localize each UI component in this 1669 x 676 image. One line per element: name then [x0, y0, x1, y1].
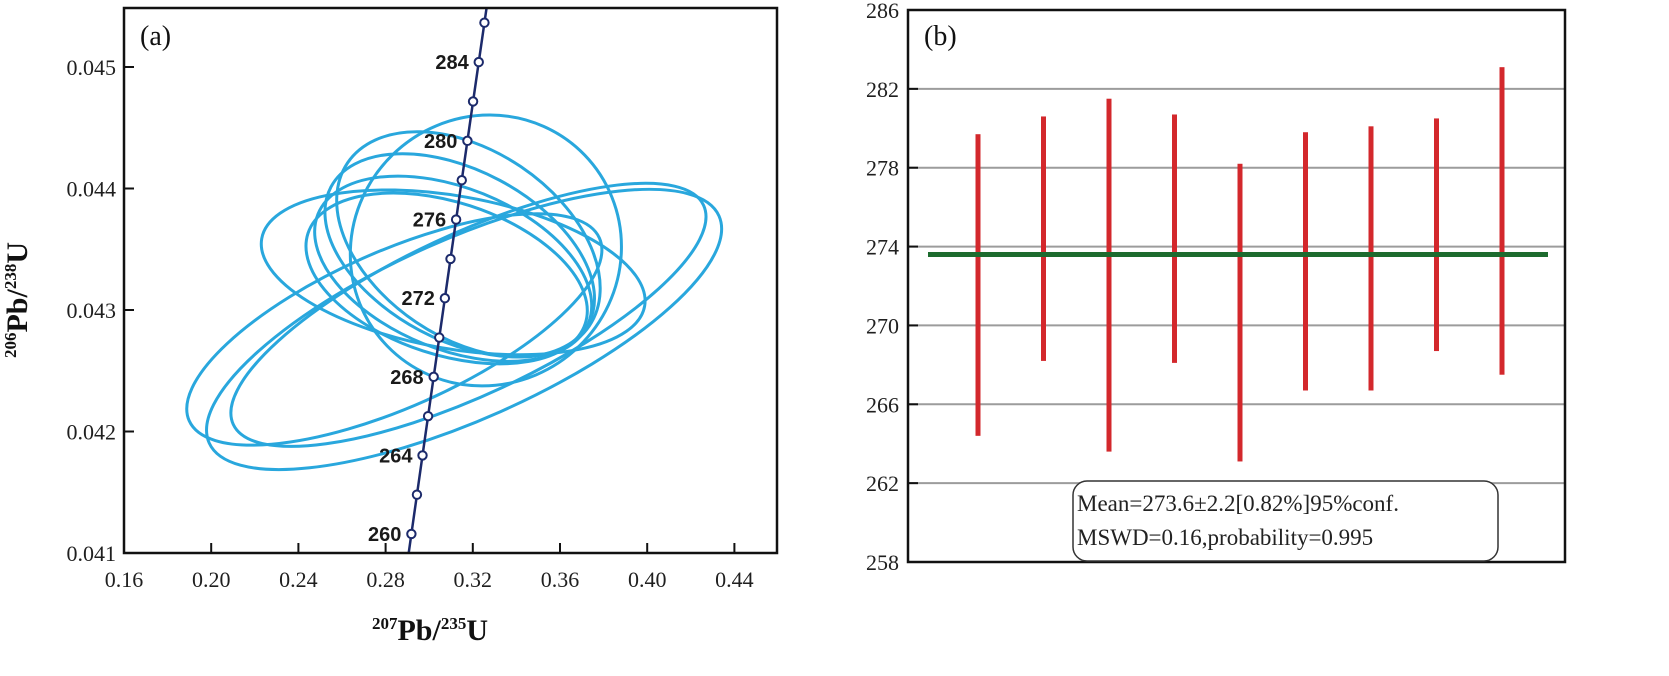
y-tick-label: 274 [866, 235, 899, 260]
weighted-mean-gridlines [908, 87, 1565, 485]
error-ellipse [348, 113, 623, 388]
x-tick-label: 0.36 [541, 567, 580, 592]
concordia-age-marker [467, 96, 479, 107]
error-ellipse [185, 212, 604, 447]
y-tick-label: 262 [866, 471, 899, 496]
weighted-mean-panel: 258 262 266 270 274 278 282 286 (b) Mean=273.6±… [866, 0, 1567, 575]
concordia-age-marker [422, 410, 434, 422]
error-ellipse [205, 187, 724, 472]
age-error-bar [1237, 163, 1243, 462]
x-tick-label: 0.20 [192, 567, 231, 592]
weighted-mean-y-ticks: 258 262 266 270 274 278 282 286 [866, 0, 918, 575]
error-ellipse [259, 188, 647, 357]
x-tick-label: 0.40 [628, 567, 667, 592]
y-tick-label: 0.042 [67, 420, 117, 445]
age-error-bar [1106, 98, 1112, 452]
age-error-bar [1041, 116, 1046, 361]
y-tick-label: 270 [866, 313, 899, 338]
age-label: 280 [424, 131, 457, 153]
x-tick-label: 0.16 [105, 567, 144, 592]
age-label: 276 [413, 210, 446, 232]
age-label: 272 [401, 288, 434, 310]
concordia-curve [406, 8, 490, 553]
error-ellipse [229, 181, 708, 448]
concordia-plot-frame [122, 6, 779, 555]
stats-box [1072, 480, 1499, 562]
y-tick-label: 286 [866, 0, 899, 23]
y-tick-label: 0.041 [67, 541, 117, 566]
concordia-age-marker [406, 528, 417, 540]
panel-label-b: (b) [924, 21, 957, 52]
y-tick-label: 0.043 [67, 298, 117, 323]
age-error-bars [975, 67, 1505, 462]
concordia-age-marker [439, 293, 451, 304]
x-tick-label: 0.28 [366, 567, 405, 592]
age-label: 264 [379, 445, 413, 467]
error-ellipse [335, 130, 602, 359]
stats-mswd-line: MSWD=0.16,probability=0.995 [1077, 525, 1373, 550]
concordia-age-marker [462, 135, 473, 147]
weighted-mean-plot-frame [906, 8, 1567, 564]
concordia-age-marker [445, 253, 456, 265]
concordia-y-ticks: 0.041 0.042 0.043 0.044 0.045 [67, 55, 134, 566]
y-axis-title: 206Pb/238U [1, 242, 34, 358]
y-tick-label: 258 [866, 550, 899, 575]
age-label: 260 [368, 524, 401, 546]
age-label: 268 [390, 367, 423, 389]
x-axis-title: 207Pb/235U [372, 614, 488, 647]
age-error-bar [1434, 118, 1439, 352]
concordia-age-marker [411, 489, 423, 500]
age-error-bar [1499, 67, 1505, 375]
concordia-panel: 0.16 0.20 0.24 0.28 0.32 0.36 0.40 0.44 0.0410.… [1, 6, 779, 647]
error-ellipse [304, 191, 589, 366]
panel-label-a: (a) [140, 21, 171, 52]
concordia-age-marker [473, 56, 484, 68]
concordia-age-marker [417, 450, 428, 461]
age-label: 284 [435, 52, 469, 74]
y-tick-label: 0.045 [67, 55, 117, 80]
x-tick-label: 0.44 [715, 567, 754, 592]
y-tick-label: 266 [866, 392, 899, 417]
y-tick-label: 278 [866, 156, 899, 181]
analysis-ellipses [185, 113, 724, 472]
age-error-bar [1303, 132, 1308, 391]
age-error-bar [1368, 126, 1374, 391]
concordia-age-marker [479, 17, 490, 28]
y-tick-label: 0.044 [67, 177, 117, 202]
concordia-age-marker [456, 175, 467, 186]
stats-mean-line: Mean=273.6±2.2[0.82%]95%conf. [1077, 491, 1399, 516]
age-error-bar [975, 134, 981, 436]
concordia-age-marker [428, 371, 439, 383]
concordia-x-ticks: 0.16 0.20 0.24 0.28 0.32 0.36 0.40 0.44 [105, 543, 754, 592]
age-error-bar [1172, 114, 1177, 363]
x-tick-label: 0.24 [279, 567, 318, 592]
x-tick-label: 0.32 [454, 567, 493, 592]
concordia-age-marker [434, 332, 445, 343]
y-tick-label: 282 [866, 77, 899, 102]
concordia-age-labels: 260 264 268 272 276 280 284 [368, 52, 470, 546]
concordia-age-marker [450, 214, 462, 225]
